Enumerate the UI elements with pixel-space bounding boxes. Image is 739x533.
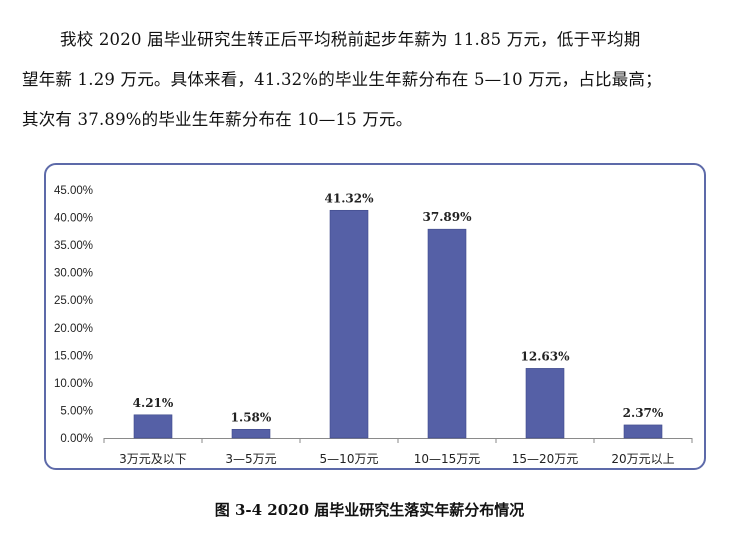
- chart-bar: [133, 414, 173, 439]
- chart-bar: [231, 428, 271, 439]
- y-tick-label: 30.00%: [54, 268, 93, 280]
- x-tick-label: 20万元以上: [611, 452, 674, 466]
- y-tick-label: 45.00%: [54, 185, 93, 197]
- paragraph-line-2: 望年薪 1.29 万元。具体来看，41.32%的毕业生年薪分布在 5—10 万元…: [22, 70, 662, 89]
- intro-paragraph: 我校 2020 届毕业研究生转正后平均税前起步年薪为 11.85 万元，低于平均…: [22, 20, 734, 140]
- figure-caption: 图 3-4 2020 届毕业研究生落实年薪分布情况: [214, 501, 525, 519]
- bar-data-label: 2.37%: [623, 406, 664, 420]
- paragraph-line-1: 我校 2020 届毕业研究生转正后平均税前起步年薪为 11.85 万元，低于平均…: [60, 30, 641, 49]
- chart-bar: [623, 424, 663, 439]
- chart-bar: [329, 209, 369, 439]
- y-tick-label: 10.00%: [54, 378, 93, 390]
- x-tick-label: 5—10万元: [320, 452, 379, 466]
- x-tick-label: 10—15万元: [414, 452, 481, 466]
- y-tick-label: 25.00%: [54, 295, 93, 307]
- chart-bar: [427, 228, 467, 439]
- bar-data-label: 1.58%: [231, 410, 272, 424]
- paragraph-line-3: 其次有 37.89%的毕业生年薪分布在 10—15 万元。: [22, 110, 413, 129]
- x-tick-label: 3万元及以下: [119, 452, 187, 466]
- bar-data-label: 4.21%: [133, 396, 174, 410]
- y-tick-label: 15.00%: [54, 350, 93, 362]
- y-tick-label: 5.00%: [60, 405, 93, 417]
- y-tick-label: 0.00%: [60, 433, 93, 445]
- y-tick-label: 20.00%: [54, 323, 93, 335]
- y-tick-label: 40.00%: [54, 213, 93, 225]
- x-tick-label: 15—20万元: [512, 452, 579, 466]
- bar-data-label: 41.32%: [325, 191, 375, 205]
- x-tick-label: 3—5万元: [225, 452, 276, 466]
- y-tick-label: 35.00%: [54, 240, 93, 252]
- chart-bar: [525, 368, 565, 439]
- bar-data-label: 12.63%: [521, 349, 571, 363]
- bar-data-label: 37.89%: [423, 210, 473, 224]
